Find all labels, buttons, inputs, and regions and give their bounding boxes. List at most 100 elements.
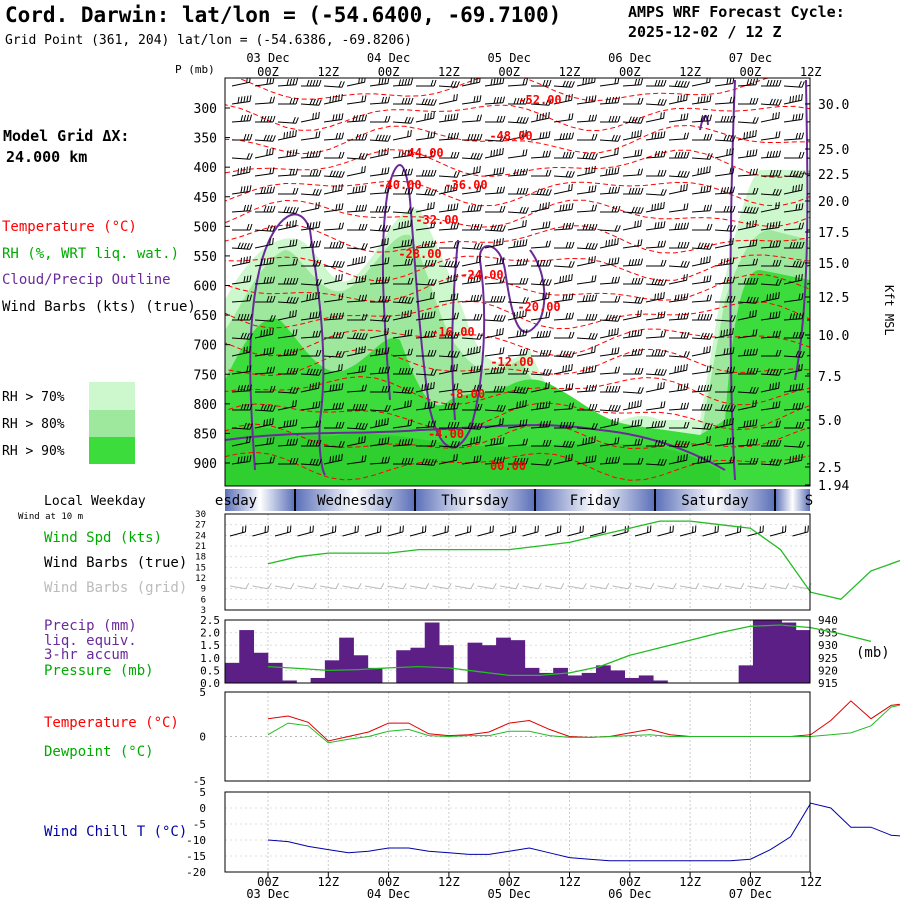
wind-barb-feather	[272, 366, 276, 373]
wind-barb-feather	[456, 421, 460, 429]
wind-barb-feather	[450, 185, 452, 192]
wind-barb	[254, 456, 276, 465]
wind-barb-feather	[588, 313, 592, 321]
wind-barb-feather	[470, 276, 473, 283]
wind-barb-feather	[709, 204, 713, 211]
grid-wind-barb	[522, 582, 542, 590]
wind-barb-feather	[769, 79, 773, 87]
wind-barb-feather	[617, 135, 621, 142]
wind-barb-feather	[522, 419, 525, 427]
wind-barb	[761, 79, 782, 87]
wind-barb-feather	[795, 132, 799, 140]
wind-barb-feather	[499, 78, 502, 85]
wind-barb-feather	[473, 456, 476, 463]
cross-section-frame	[224, 77, 811, 487]
wind-barb-feather	[421, 384, 424, 391]
wind-barb	[783, 383, 804, 393]
wind-barb-feather	[709, 223, 713, 231]
wind-barb	[277, 399, 297, 411]
wind-barb-feather	[663, 459, 667, 466]
wind-barb-feather	[775, 369, 779, 376]
wind-barb-feather	[499, 315, 503, 322]
wind-barb-feather	[617, 257, 620, 264]
wind-barb	[392, 149, 413, 159]
wind-barb-feather	[266, 348, 269, 355]
wind-barb-feather	[352, 186, 355, 194]
wind-barb-feather	[778, 279, 782, 286]
wind-barb-feather	[249, 403, 253, 411]
wind-barb-feather	[798, 312, 802, 320]
wind-barb-feather	[513, 240, 516, 248]
wind-barb	[392, 309, 412, 321]
wind-barb-feather	[450, 132, 454, 140]
wind-barb	[599, 237, 619, 249]
wind-barb-feather	[384, 205, 388, 213]
wind-barb-feather	[611, 329, 613, 336]
wind-barb-feather	[499, 225, 503, 232]
wind-barb-feather	[686, 453, 688, 461]
wind-barb-feather	[772, 240, 776, 248]
wind-barb-feather	[755, 309, 757, 317]
wind-barb-feather	[338, 454, 340, 461]
wind-barb-feather	[401, 79, 405, 86]
wind-barb-feather	[243, 276, 246, 283]
wind-barb-feather	[611, 186, 615, 194]
wind-barb-feather	[548, 330, 552, 337]
wind-barb-feather	[496, 438, 499, 445]
wind-barb-feather	[427, 278, 431, 286]
wind-barb-feather	[364, 153, 368, 160]
temperature-contour-label: -24.00	[460, 268, 503, 282]
wind-barb-feather	[341, 402, 345, 409]
wind-barb-feather	[565, 365, 567, 372]
wind-barb-shaft	[323, 118, 342, 123]
wind-barb-feather	[594, 153, 598, 160]
wind-barb-feather	[364, 313, 368, 321]
wind-barb-feather	[473, 366, 476, 373]
wind-barb-feather	[407, 78, 411, 86]
wind-barb-feather	[817, 347, 820, 353]
wind-barb	[600, 385, 621, 393]
wind-barb-shaft	[507, 424, 526, 429]
wind-barb-feather	[660, 279, 664, 286]
wind-barb-feather	[387, 96, 391, 103]
wind-barb-feather	[519, 258, 523, 266]
wind-barb-feather	[729, 225, 733, 232]
wind-barb-feather	[453, 81, 457, 88]
wind-barb-feather	[591, 346, 593, 353]
wind-barb-feather	[266, 186, 270, 194]
wind-barb-feather	[778, 349, 782, 357]
wind-barb	[346, 275, 367, 285]
wind-barb-feather	[522, 187, 526, 195]
wind-barb-feather	[246, 313, 250, 321]
wind-barb-feather	[522, 329, 525, 337]
surface-wind-barb	[747, 525, 764, 537]
wind-barb-shaft	[645, 103, 664, 106]
wind-barb	[576, 345, 596, 357]
wind-barb-feather	[361, 275, 364, 283]
wind-barb-feather	[683, 312, 687, 320]
wind-barb-feather	[490, 224, 494, 231]
wind-barb-feather	[755, 277, 759, 285]
wind-barb-feather	[729, 328, 731, 335]
wind-barb	[737, 129, 757, 141]
wind-barb-feather	[470, 223, 474, 231]
wind-barb-feather	[548, 131, 551, 138]
wind-barb	[369, 96, 391, 105]
wind-barb-feather	[318, 99, 322, 106]
wind-barb-feather	[628, 259, 632, 266]
wind-barb	[530, 221, 551, 231]
wind-barb	[346, 185, 367, 195]
temp-tick-label: 0	[199, 731, 206, 744]
panel-frame	[224, 619, 811, 684]
wind-barb-feather	[315, 131, 318, 139]
wind-barb-feather	[819, 404, 821, 410]
wind-barb-feather	[358, 347, 360, 354]
grid-wind-barb	[702, 582, 722, 590]
grid-wind-barb-shaft	[454, 585, 471, 590]
wind-barb-feather	[384, 167, 387, 175]
wind-barb	[300, 131, 321, 141]
wind-barb-feather	[683, 151, 687, 159]
wind-barb-feather	[269, 148, 271, 155]
wind-barb-feather	[683, 261, 687, 268]
wind-barb-feather	[755, 387, 759, 394]
